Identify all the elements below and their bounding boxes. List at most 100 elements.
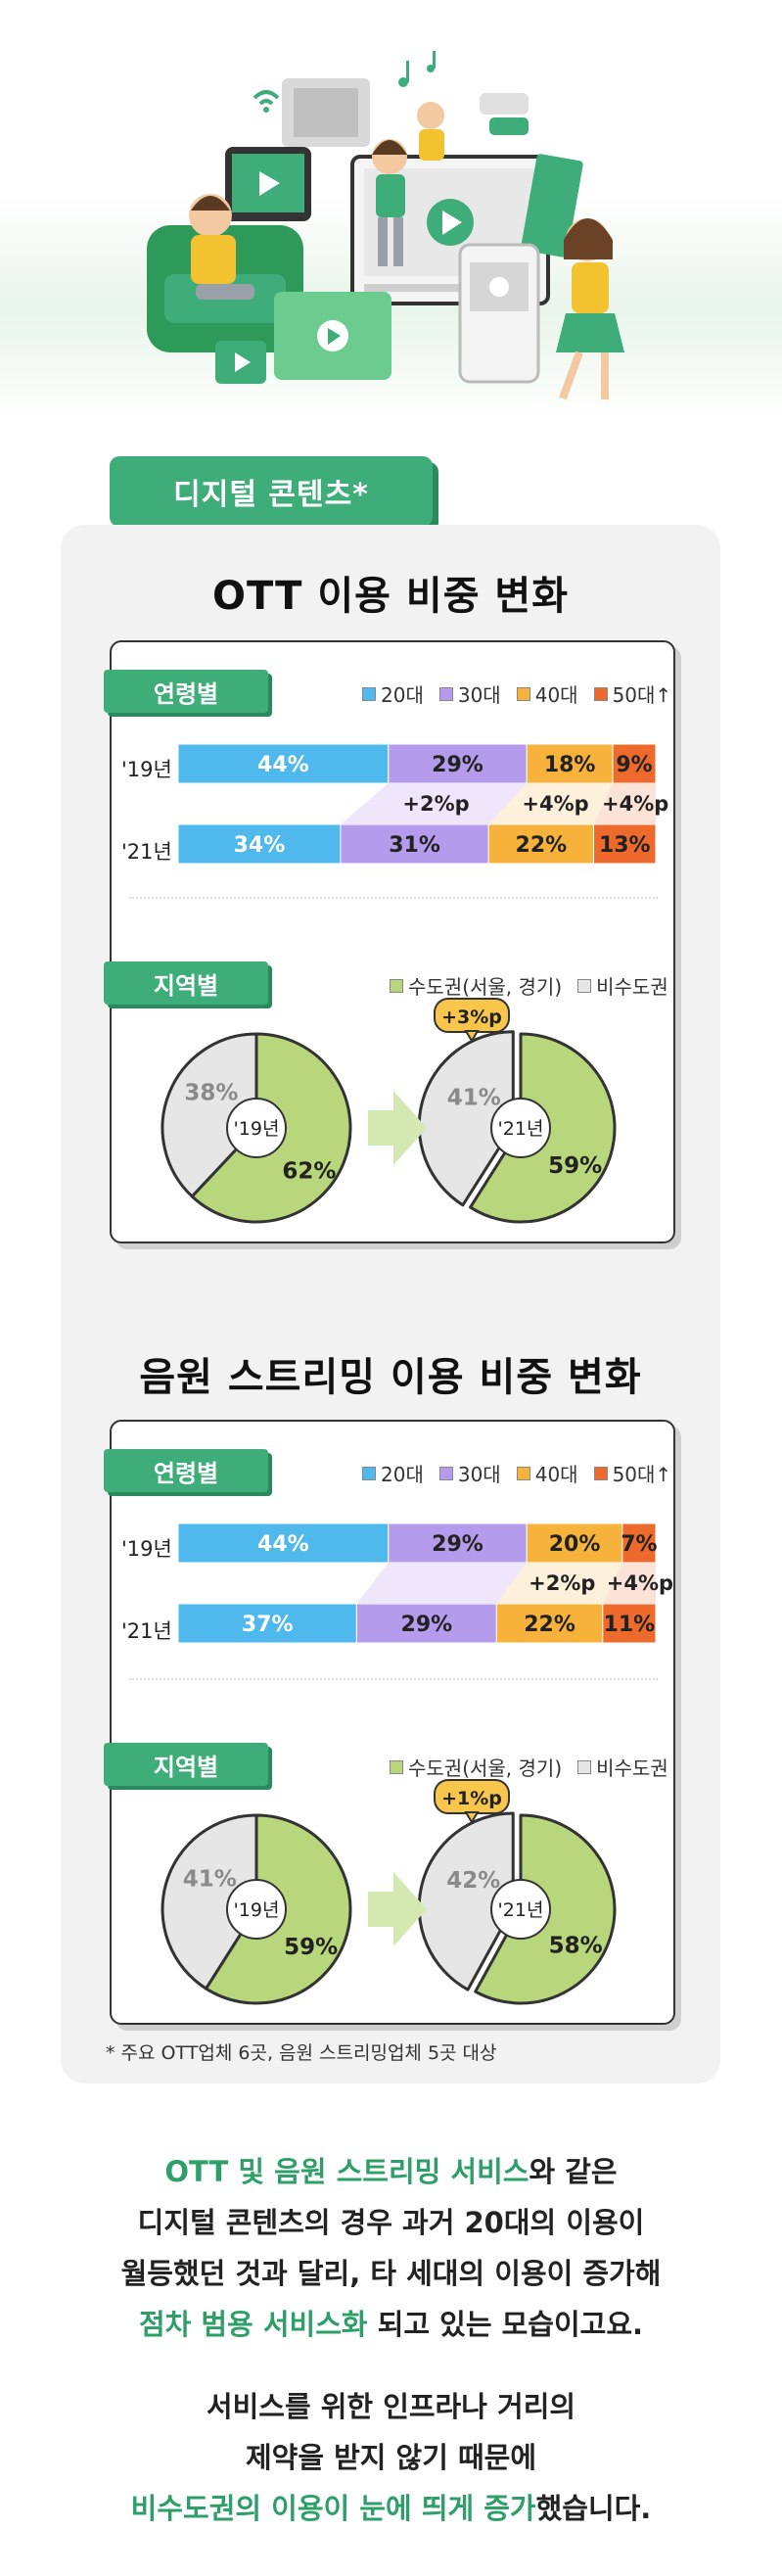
ott-bar-label-1-3: 13%	[599, 833, 651, 858]
ott-pie-1-annotation-text: +3%p	[441, 1007, 502, 1028]
ott-pie-1-annotation-pointer	[464, 1030, 480, 1043]
summary-p2-line-1: 제약을 받지 않기 때문에	[0, 2432, 782, 2483]
ott-bar-0-0	[177, 743, 390, 784]
music-bar-label-1-2: 22%	[524, 1613, 575, 1637]
music-pie-0-year: '19년	[234, 1899, 280, 1921]
summary-p2-text-1-0: 제약을 받지 않기 때문에	[245, 2441, 537, 2474]
summary-p1-line-2: 월등했던 것과 달리, 타 세대의 이용이 증가해	[0, 2248, 782, 2299]
category-tab-label: 디지털 콘텐츠*	[173, 478, 369, 512]
ott-chart-card: 연령별 20대 30대 40대 50대↑ '19년 '21년 44% 29% 18%…	[104, 640, 675, 1243]
category-tab: 디지털 콘텐츠*	[110, 456, 433, 527]
music-bar-label-0-2: 20%	[549, 1532, 601, 1557]
music-bar-year-2019: '19년	[121, 1537, 172, 1561]
music-arrow-icon	[368, 1872, 427, 1946]
legend-item-50s: 50대↑	[593, 679, 671, 708]
divider	[129, 897, 658, 899]
ott-bar-label-1-1: 31%	[389, 833, 440, 858]
tablet-icon	[225, 147, 311, 221]
ott-arrow-icon	[368, 1091, 427, 1165]
ott-bar-year-2019: '19년	[121, 758, 172, 781]
ott-change-label-0: +2%p	[402, 792, 469, 816]
standing-woman-illustration	[372, 139, 407, 266]
music-pie-0-center	[226, 1879, 287, 1940]
summary-p1-text-1-0: 디지털 콘텐츠의 경우 과거 20대의 이용이	[137, 2206, 645, 2239]
summary-p2-text-0-0: 서비스를 위한 인프라나 거리의	[206, 2390, 576, 2423]
summary-p1-line-3: 점차 범용 서비스화 되고 있는 모습이고요.	[0, 2299, 782, 2350]
ott-bar-label-0-0: 44%	[257, 753, 309, 777]
chat-bubble-icon	[480, 93, 529, 135]
summary-p1-text-0-0: OTT 및 음원 스트리밍 서비스	[164, 2155, 529, 2188]
legend-item-20s: 20대	[362, 1459, 424, 1487]
ott-pie-1-capital-label: 59%	[548, 1153, 602, 1179]
music-bar-0-3	[621, 1522, 657, 1564]
ott-bar-label-1-0: 34%	[234, 833, 286, 858]
divider	[129, 1678, 658, 1680]
ott-change-label-1: +4%p	[522, 792, 588, 816]
legend-item-20s: 20대	[362, 679, 424, 708]
ott-pie-0-capital-label: 62%	[282, 1158, 336, 1184]
footnote: * 주요 OTT업체 6곳, 음원 스트리밍업체 5곳 대상	[106, 2042, 497, 2064]
legend-item-capital: 수도권(서울, 경기)	[390, 1753, 562, 1781]
ott-pie-1-center	[490, 1098, 551, 1158]
legend-item-50s: 50대↑	[593, 1459, 671, 1487]
summary-p2-text-2-1: 했습니다.	[535, 2492, 652, 2525]
legend-item-40s: 40대	[516, 1459, 578, 1487]
ott-bar-label-0-2: 18%	[544, 753, 596, 777]
ott-region-legend: 수도권(서울, 경기) 비수도권	[374, 971, 668, 1000]
ott-age-tab: 연령별	[104, 670, 268, 713]
legend-item-noncapital: 비수도권	[577, 1753, 668, 1781]
music-pie-1-noncapital-label: 42%	[446, 1868, 500, 1894]
ott-connector-2	[488, 783, 614, 824]
ott-connector-1	[340, 783, 528, 824]
dancing-woman-illustration	[556, 218, 624, 400]
music-bar-1-3	[602, 1603, 657, 1644]
music-region-tab: 지역별	[104, 1743, 268, 1786]
music-chart-card: 연령별 20대 30대 40대 50대↑ '19년 '21년 44% 29% 20%…	[104, 1420, 675, 2025]
music-section-title: 음원 스트리밍 이용 비중 변화	[139, 1355, 642, 1400]
summary-p1-text-3-1: 되고 있는 모습이고요.	[367, 2308, 644, 2341]
music-bar-label-1-1: 29%	[401, 1613, 453, 1637]
ott-age-bar-chart: 44% 29% 18% 9% 34% 31% 22% 13% +2%p +4%p +4%p	[177, 743, 668, 865]
music-bar-label-1-0: 37%	[242, 1613, 294, 1637]
music-connector-1	[356, 1563, 528, 1604]
ott-region-tab: 지역별	[104, 961, 268, 1005]
music-bar-0-2	[526, 1522, 623, 1564]
wifi-icon	[253, 90, 280, 113]
summary-p2-text-2-0: 비수도권의 이용이 눈에 띄게 증가	[130, 2492, 536, 2525]
ott-pie-0-year: '19년	[234, 1118, 280, 1140]
music-bar-0-1	[388, 1522, 528, 1564]
music-pie-1-year: '21년	[498, 1899, 544, 1921]
ott-bar-year-2021: '21년	[121, 840, 172, 864]
music-bar-label-0-3: 7%	[621, 1532, 657, 1557]
ott-bar-label-0-3: 9%	[616, 753, 652, 777]
music-bar-year-2021: '21년	[121, 1619, 172, 1643]
music-pie-0-capital-label: 59%	[284, 1935, 338, 1960]
legend-item-40s: 40대	[516, 679, 578, 708]
ott-bar-1-3	[593, 823, 657, 865]
music-pie-1-noncapital	[417, 1811, 515, 1991]
phone-illustration	[458, 243, 540, 384]
ott-pie-0-noncapital-label: 38%	[184, 1080, 238, 1105]
music-pie-1-annotation-text: +1%p	[441, 1788, 502, 1809]
summary-p2-line-0: 서비스를 위한 인프라나 거리의	[0, 2381, 782, 2432]
music-bar-0-0	[177, 1522, 390, 1564]
ott-bar-0-3	[612, 743, 657, 784]
music-connector-3	[602, 1563, 656, 1604]
ott-change-label-2: +4%p	[602, 792, 668, 816]
music-change-label-1: +4%p	[607, 1571, 673, 1595]
sitting-man-illustration	[417, 102, 444, 161]
music-note-icon	[398, 51, 436, 87]
music-pie-1-center	[490, 1879, 551, 1940]
legend-item-30s: 30대	[438, 679, 501, 708]
music-pie-1-annotation-pointer	[464, 1811, 480, 1824]
ott-bar-label-1-2: 22%	[516, 833, 568, 858]
music-connector-2	[496, 1563, 622, 1604]
summary-p1-line-0: OTT 및 음원 스트리밍 서비스와 같은	[0, 2146, 782, 2197]
legend-item-noncapital: 비수도권	[577, 971, 668, 1000]
ott-bar-1-2	[487, 823, 595, 865]
